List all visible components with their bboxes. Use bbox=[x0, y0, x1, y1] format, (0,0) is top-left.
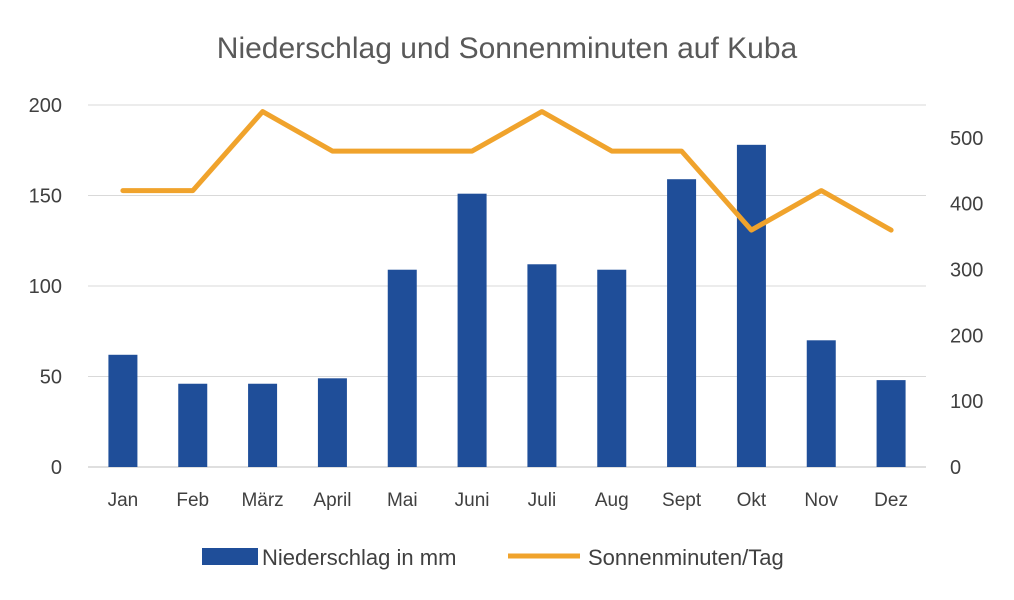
right-tick-label: 300 bbox=[950, 260, 983, 282]
category-label: Mai bbox=[387, 490, 418, 511]
legend-label-line: Sonnenminuten/Tag bbox=[588, 545, 784, 570]
legend-label-bar: Niederschlag in mm bbox=[262, 545, 456, 570]
bar bbox=[736, 144, 766, 467]
bar bbox=[876, 380, 906, 467]
category-label: Feb bbox=[176, 490, 209, 511]
right-tick-label: 0 bbox=[950, 457, 961, 479]
left-axis: 0 50 100 150 200 bbox=[29, 95, 62, 479]
left-tick-label: 100 bbox=[29, 276, 62, 298]
right-tick-label: 200 bbox=[950, 325, 983, 347]
bar bbox=[387, 269, 417, 467]
left-tick-label: 50 bbox=[40, 367, 62, 389]
category-label: Okt bbox=[737, 490, 767, 511]
category-label: März bbox=[241, 490, 283, 511]
bar bbox=[317, 378, 347, 467]
category-label: Aug bbox=[595, 490, 629, 511]
left-tick-label: 150 bbox=[29, 186, 62, 208]
right-tick-label: 400 bbox=[950, 194, 983, 216]
left-tick-label: 200 bbox=[29, 95, 62, 117]
bar bbox=[667, 179, 697, 467]
bar-series bbox=[108, 144, 906, 467]
category-label: Juni bbox=[455, 490, 490, 511]
legend: Niederschlag in mm Sonnenminuten/Tag bbox=[202, 545, 784, 570]
bar bbox=[178, 383, 208, 467]
bar bbox=[527, 264, 557, 467]
right-tick-label: 100 bbox=[950, 391, 983, 413]
gridlines bbox=[88, 104, 926, 468]
series-line bbox=[120, 109, 894, 233]
right-tick-label: 500 bbox=[950, 128, 983, 150]
category-label: Sept bbox=[662, 490, 702, 511]
bar bbox=[108, 354, 138, 467]
right-axis: 0 100 200 300 400 500 bbox=[950, 128, 983, 479]
chart-title: Niederschlag und Sonnenminuten auf Kuba bbox=[217, 32, 798, 65]
category-label: Juli bbox=[528, 490, 557, 511]
category-label: Dez bbox=[874, 490, 908, 511]
category-label: April bbox=[313, 490, 351, 511]
bar bbox=[597, 269, 627, 467]
category-label: Nov bbox=[804, 490, 838, 511]
bar bbox=[248, 383, 278, 467]
legend-swatch-bar bbox=[202, 548, 258, 565]
line-series bbox=[120, 109, 894, 233]
category-label: Jan bbox=[108, 490, 139, 511]
bar bbox=[806, 340, 836, 467]
left-tick-label: 0 bbox=[51, 457, 62, 479]
bar bbox=[457, 193, 487, 467]
category-axis: Jan Feb März April Mai Juni Juli Aug Sept Okt Nov D… bbox=[108, 490, 908, 511]
